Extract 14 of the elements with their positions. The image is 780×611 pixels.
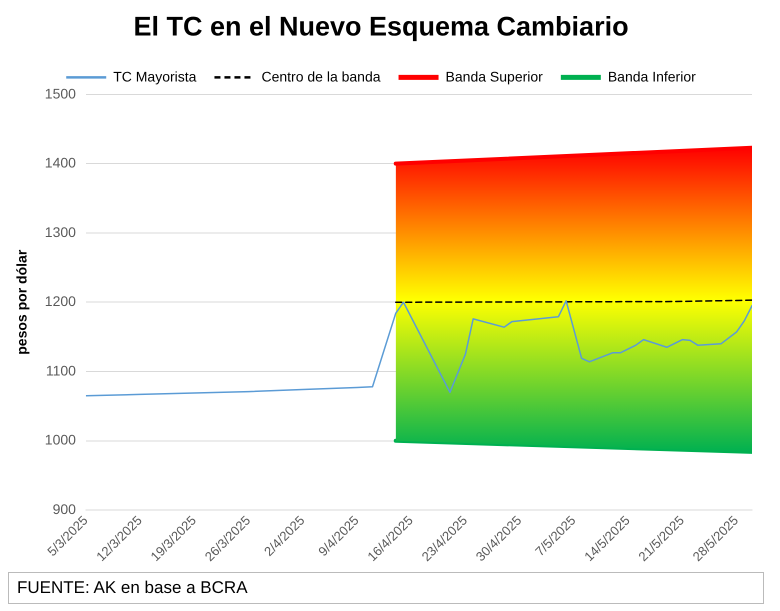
- legend-label: TC Mayorista: [113, 68, 197, 84]
- y-tick-label: 900: [52, 500, 76, 517]
- y-tick-label: 1200: [44, 293, 76, 310]
- source-note: FUENTE: AK en base a BCRA: [8, 572, 764, 604]
- y-axis-title: pesos por dólar: [13, 249, 30, 355]
- y-tick-label: 1400: [44, 154, 76, 171]
- legend-label: Banda Inferior: [608, 68, 696, 84]
- y-tick-label: 1000: [44, 432, 76, 448]
- y-tick-label: 1100: [46, 362, 76, 378]
- y-tick-label: 1300: [44, 224, 76, 240]
- legend-label: Centro de la banda: [261, 68, 381, 84]
- y-tick-label: 1500: [44, 85, 76, 102]
- legend-label: Banda Superior: [446, 68, 544, 84]
- chart-title: El TC en el Nuevo Esquema Cambiario: [133, 12, 629, 42]
